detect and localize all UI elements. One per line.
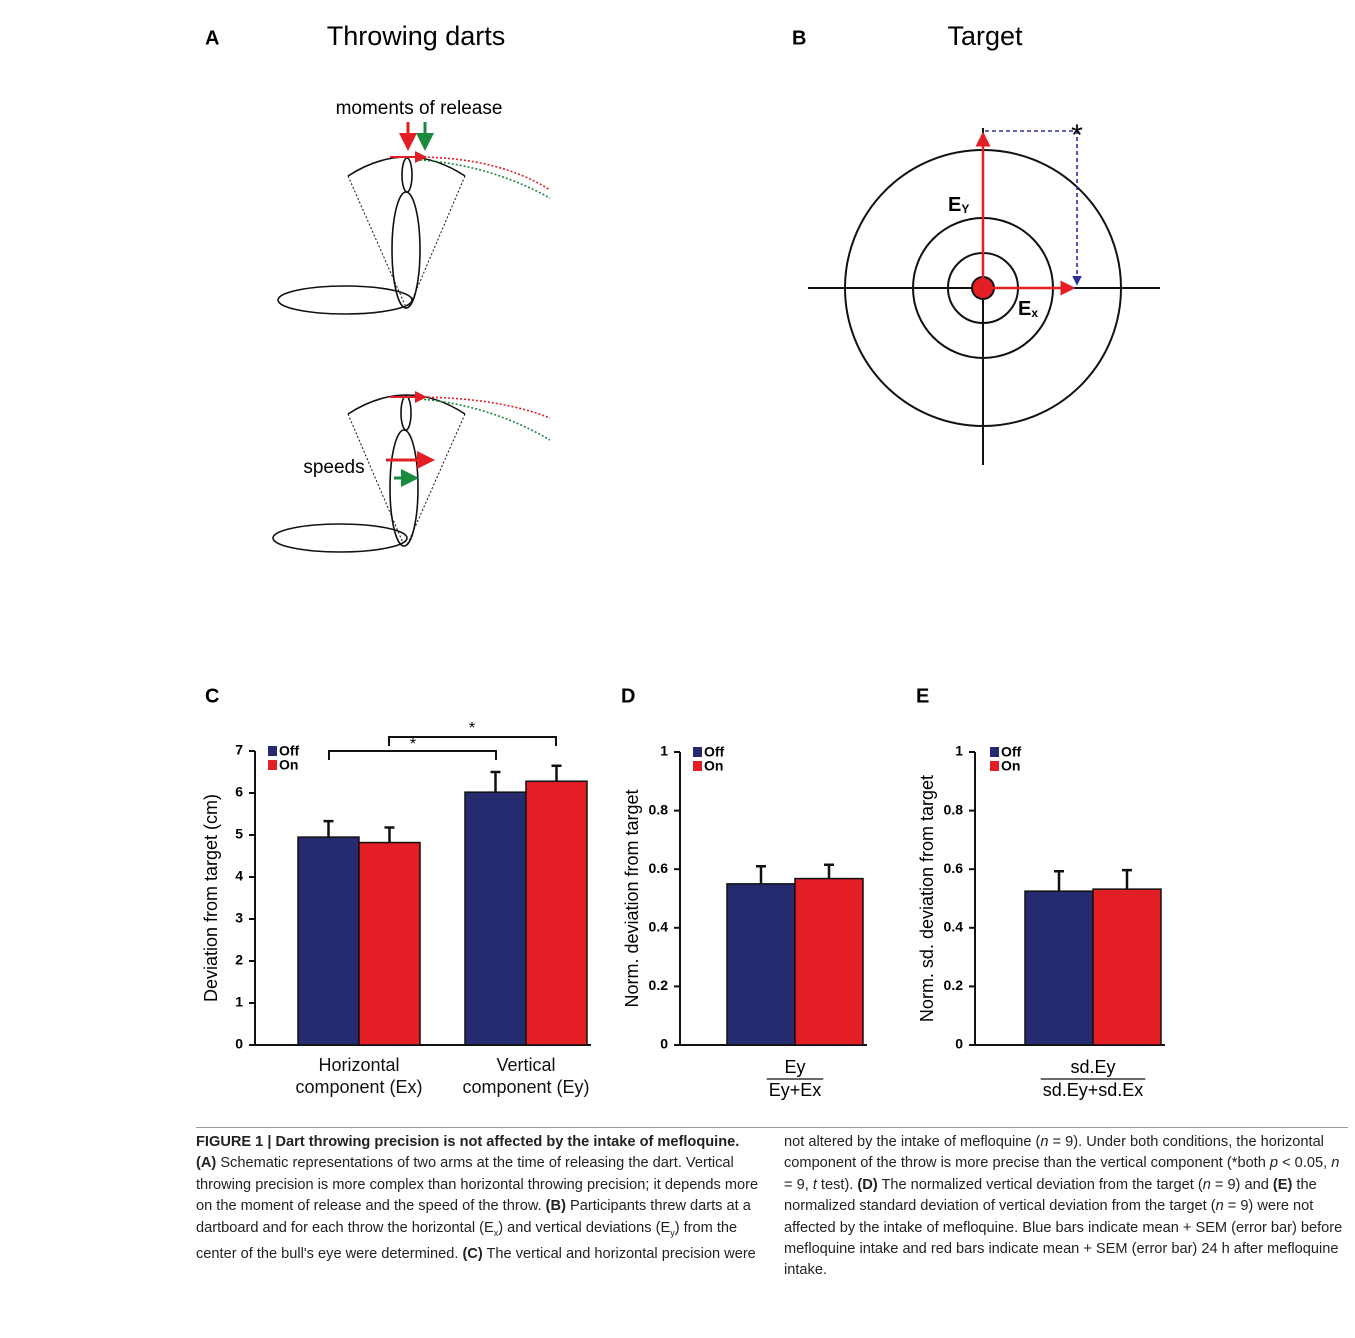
panel-title: Throwing darts — [327, 21, 506, 51]
caption-text: n — [1331, 1155, 1339, 1171]
y-tick-label: 0.2 — [649, 977, 669, 993]
bar — [1025, 891, 1093, 1045]
bar — [526, 781, 587, 1045]
figure-graphics: A Throwing darts B Target moments of rel… — [0, 0, 1355, 1125]
panel-label: C — [205, 685, 219, 707]
arm-diagram — [273, 122, 550, 552]
error-bar — [324, 821, 334, 837]
legend-swatch — [693, 761, 702, 771]
y-tick-label: 0.6 — [944, 860, 964, 876]
y-tick-label: 0.8 — [649, 801, 669, 817]
x-tick-label: Horizontal component (Ex) — [294, 1054, 424, 1098]
y-tick-label: 0.6 — [649, 860, 669, 876]
error-bar — [824, 865, 834, 879]
target-diagram — [808, 128, 1160, 465]
x-label-denominator: sd.Ey+sd.Ex — [1043, 1080, 1144, 1100]
symbol: E — [1018, 298, 1031, 320]
caption-text: ) and vertical deviations (E — [498, 1220, 670, 1236]
y-tick-label: 0.4 — [649, 919, 669, 935]
legend-swatch — [990, 747, 999, 757]
y-tick-label: 1 — [660, 743, 668, 759]
caption-text: (E) — [1273, 1177, 1292, 1193]
panel-label: A — [205, 27, 219, 49]
bar — [727, 884, 795, 1045]
error-bar — [1122, 870, 1132, 889]
bar — [465, 792, 526, 1045]
y-axis-label: Norm. deviation from target — [622, 789, 642, 1007]
figure: A Throwing darts B Target moments of rel… — [0, 0, 1355, 1338]
error-label: EY — [948, 194, 969, 216]
significance-star: * — [410, 736, 416, 753]
caption-text: (A) — [196, 1155, 216, 1171]
y-tick-label: 0.8 — [944, 801, 964, 817]
y-axis-label: Deviation from target (cm) — [201, 794, 221, 1002]
panel-label: D — [621, 685, 635, 707]
caption-text: test). — [817, 1177, 858, 1193]
subscript: x — [1031, 306, 1038, 320]
panel-label: B — [792, 27, 806, 49]
y-tick-label: 1 — [235, 994, 243, 1010]
symbol: E — [948, 194, 961, 216]
caption-text: (D) — [857, 1177, 877, 1193]
caption-text: = 9, — [784, 1177, 813, 1193]
y-tick-label: 4 — [235, 868, 243, 884]
y-tick-label: 3 — [235, 910, 243, 926]
y-tick-label: 0 — [235, 1036, 243, 1052]
caption-text: = 9) and — [1211, 1177, 1273, 1193]
error-label: Ex — [1018, 298, 1038, 320]
x-tick-label: Vertical component (Ey) — [461, 1054, 591, 1098]
bar — [359, 843, 420, 1045]
caption-text: (C) — [462, 1246, 482, 1262]
caption-text: < 0.05, — [1278, 1155, 1331, 1171]
caption-text: The normalized vertical deviation from t… — [878, 1177, 1203, 1193]
y-tick-label: 2 — [235, 952, 243, 968]
x-label-numerator: Ey — [784, 1057, 805, 1077]
y-tick-label: 1 — [955, 743, 963, 759]
significance-brackets — [329, 737, 556, 760]
x-label-numerator: sd.Ey — [1070, 1057, 1115, 1077]
legend-label: On — [279, 757, 298, 773]
y-tick-label: 0 — [660, 1036, 668, 1052]
legend-swatch — [268, 746, 277, 756]
caption-text: n — [1203, 1177, 1211, 1193]
caption-text: p — [1270, 1155, 1278, 1171]
x-label-denominator: Ey+Ex — [769, 1080, 822, 1100]
error-bar — [491, 772, 501, 792]
significance-star: * — [469, 720, 475, 737]
legend-swatch — [268, 760, 277, 770]
y-tick-label: 0.2 — [944, 977, 964, 993]
bar — [298, 837, 359, 1045]
diagram-label: speeds — [303, 457, 364, 478]
legend-label: On — [704, 758, 723, 774]
caption: FIGURE 1 | Dart throwing precision is no… — [196, 1127, 1348, 1338]
bar — [795, 879, 863, 1045]
caption-text: n — [1040, 1134, 1048, 1150]
legend-label: On — [1001, 758, 1020, 774]
panel-title: Target — [947, 21, 1023, 51]
bar — [1093, 889, 1161, 1045]
y-tick-label: 7 — [235, 742, 243, 758]
legend-swatch — [990, 761, 999, 771]
error-bar — [552, 766, 562, 782]
y-tick-label: 6 — [235, 784, 243, 800]
subscript: Y — [961, 202, 969, 216]
caption-text: (B) — [546, 1198, 566, 1214]
caption-text: FIGURE 1 | Dart throwing precision is no… — [196, 1134, 739, 1150]
y-tick-label: 5 — [235, 826, 243, 842]
y-tick-label: 0 — [955, 1036, 963, 1052]
error-bar — [385, 827, 395, 842]
error-bar — [1054, 871, 1064, 891]
panel-label: E — [916, 685, 929, 707]
y-axis-label: Norm. sd. deviation from target — [917, 775, 937, 1022]
legend-swatch — [693, 747, 702, 757]
diagram-label: moments of release — [336, 98, 503, 119]
y-tick-label: 0.4 — [944, 919, 964, 935]
target-marker: * — [1071, 119, 1083, 152]
error-bar — [756, 866, 766, 884]
caption-text: n — [1216, 1198, 1224, 1214]
